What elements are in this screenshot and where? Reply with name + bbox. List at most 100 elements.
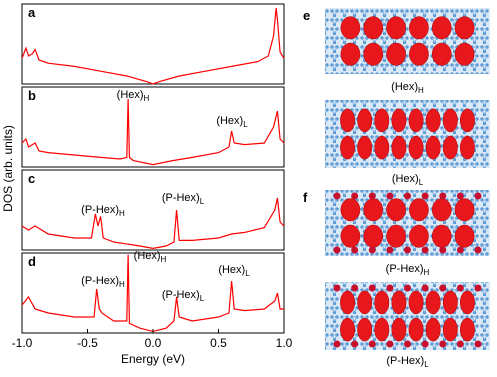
orbital-lobe [357,135,373,160]
orbital-lobe [363,198,384,222]
oxygen [439,192,447,200]
orbital-lobe [340,42,361,66]
image-caption-sub: L [419,178,424,187]
oxygen [333,192,341,200]
oxygen [333,340,341,348]
panel-label: c [28,171,35,186]
orbital-lobe [459,108,475,133]
image-caption-text: (P-Hex) [386,355,424,367]
orbital-lobe [363,224,384,248]
oxygen [386,192,394,200]
orbital-lobe [340,290,356,315]
orbital-lobe [386,16,406,40]
oxygen [421,284,429,292]
orbital-lobe [442,108,458,133]
orbital-lobe [374,317,390,342]
orbital-lobe [425,108,441,133]
lattice [325,282,490,350]
oxygen [474,340,482,348]
orbital-lobe [340,135,356,160]
image-caption: (Hex)L [392,173,424,187]
annotation-text: (Hex) [218,264,245,276]
orbital-lobe [454,42,475,66]
panel-label: b [28,88,36,103]
orbital-lobe [357,317,373,342]
oxygen [368,246,376,254]
annotation: (P-Hex)L [162,192,205,206]
orbital-lobe [391,135,407,160]
oxygen [333,284,341,292]
oxygen [333,246,341,254]
annotation-text: (P-Hex) [162,192,200,204]
orbital-lobe [340,108,356,133]
orbital-lobe [409,224,429,248]
orbital-lobe [408,135,424,160]
orbital-lobe [425,135,441,160]
orbital-lobe [391,290,407,315]
x-tick-label: -1.0 [12,336,33,350]
orbital-lobe [374,290,390,315]
annotation-text: (P-Hex) [81,275,119,287]
orbital-lobe [425,290,441,315]
oxygen [421,246,429,254]
annotation-text: (P-Hex) [81,204,119,216]
orbital-lobe [374,108,390,133]
oxygen [456,192,464,200]
oxygen [368,340,376,348]
oxygen [351,246,359,254]
oxygen [351,340,359,348]
oxygen [456,246,464,254]
orbital-lobe [459,135,475,160]
image-caption: (P-Hex)L [386,355,429,369]
orbital-lobe [408,108,424,133]
image-caption-sub: L [424,360,429,369]
oxygen [351,284,359,292]
oxygen [474,192,482,200]
orbital-lobe [340,317,356,342]
annotation-sub: L [245,269,250,278]
orbital-lobe [408,317,424,342]
orbital-lobe [431,42,452,66]
image-label: e [303,8,310,23]
annotation-sub: H [119,209,125,218]
dos-line [21,254,284,333]
orbital-lobe [386,224,406,248]
orbital-lobe [340,224,361,248]
annotation-sub: L [200,294,205,303]
orbital-lobe [431,198,452,222]
orbital-lobe [391,108,407,133]
oxygen [351,192,359,200]
annotation-sub: H [161,255,167,264]
annotation-sub: L [200,197,205,206]
orbital-lobe [431,16,452,40]
orbital-lobe [391,317,407,342]
y-axis-label: DOS (arb. units) [1,125,15,212]
annotation-text: (Hex) [216,115,243,127]
oxygen [386,340,394,348]
dos-line [21,98,285,166]
oxygen [404,340,411,348]
oxygen [474,246,482,254]
orbital-lobe [431,224,452,248]
oxygen [404,246,411,254]
annotation: (Hex)H [117,89,150,103]
annotation-sub: H [144,94,150,103]
orbital-lobe [442,290,458,315]
oxygen [404,284,411,292]
image-label: f [303,190,308,205]
oxygen [386,284,394,292]
annotation-sub: L [243,120,248,129]
oxygen [386,246,394,254]
panel-label: a [28,5,36,20]
orbital-lobe [409,16,429,40]
oxygen [439,340,447,348]
orbital-lobe [386,42,406,66]
oxygen [368,192,376,200]
image-caption-text: (Hex) [392,173,419,185]
orbital-lobe [454,198,475,222]
image-caption: (Hex)H [391,81,424,95]
orbital-lobe [386,198,406,222]
orbital-lobe [454,16,475,40]
lattice [325,100,490,168]
